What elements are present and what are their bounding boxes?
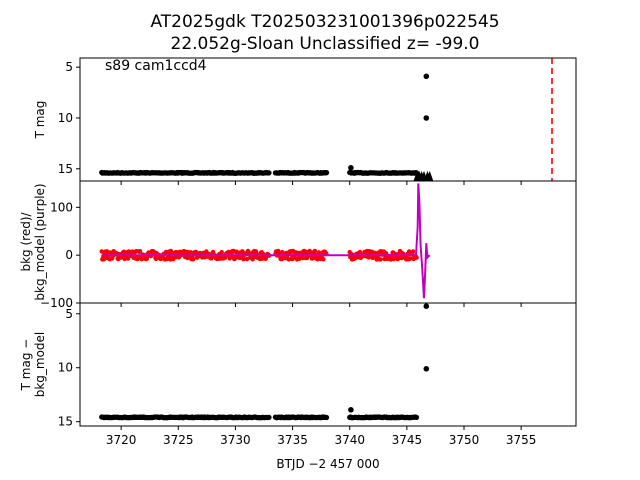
data-point [423, 303, 430, 310]
y-tick-label: 10 [58, 361, 73, 375]
bkg-point [414, 255, 419, 260]
bkg-model-line [101, 183, 431, 299]
data-point [348, 407, 354, 413]
panel-frame [79, 302, 577, 427]
x-tick-label: 3740 [334, 433, 365, 447]
bkg-point [321, 257, 326, 262]
chart-title-line1: AT2025gdk T202503231001396p022545 [150, 12, 499, 32]
y-tick-label: −100 [40, 296, 73, 310]
data-point [423, 73, 430, 80]
y-tick-label: 15 [58, 415, 73, 429]
plot-area [99, 303, 430, 421]
panel-frame [79, 57, 577, 182]
bkg-point [378, 257, 383, 262]
bkg-point [244, 256, 250, 262]
bkg-point [137, 249, 143, 254]
bkg-point [144, 256, 150, 261]
chart-title-line2: 22.052g-Sloan Unclassified z= -99.0 [171, 34, 480, 54]
data-point [423, 366, 430, 372]
data-point [266, 170, 272, 176]
x-tick-label: 3745 [392, 433, 423, 447]
y-tick-label: 100 [50, 200, 73, 214]
y-tick-label: 0 [65, 248, 73, 262]
data-point [324, 414, 330, 421]
bkg-point [241, 257, 246, 262]
y-axis-label: bkg (red)/bkg_model (purple) [19, 183, 47, 300]
data-point [266, 414, 272, 420]
x-tick-label: 3755 [506, 433, 537, 447]
data-point [423, 115, 430, 121]
data-point [324, 170, 330, 176]
y-tick-label: 10 [58, 111, 73, 125]
bkg-point [190, 257, 196, 262]
x-tick-label: 3720 [106, 433, 137, 447]
x-tick-label: 3725 [163, 433, 194, 447]
y-tick-label: 5 [65, 307, 73, 321]
bkg-point [408, 256, 413, 261]
panel-frame [79, 180, 577, 304]
y-tick-label: 5 [65, 60, 73, 74]
x-tick-label: 3735 [277, 433, 308, 447]
upper-limit-marker [426, 170, 434, 181]
bkg-point [312, 248, 318, 254]
y-axis-label-line: bkg_model [33, 332, 47, 398]
data-point [413, 414, 420, 420]
bkg-point [410, 249, 416, 254]
x-axis-label: BTJD −2 457 000 [276, 457, 379, 471]
y-axis-label: T mag [33, 101, 47, 140]
plot-area [99, 183, 431, 299]
data-point [348, 165, 354, 171]
y-axis-label: T mag −bkg_model [19, 332, 47, 398]
y-tick-label: 15 [58, 162, 73, 176]
panel-annotation: s89 cam1ccd4 [105, 58, 207, 74]
y-axis-label-line: T mag − [19, 339, 33, 392]
x-tick-label: 3750 [449, 433, 480, 447]
y-axis-label-line: bkg_model (purple) [33, 183, 47, 300]
x-tick-label: 3730 [220, 433, 251, 447]
y-axis-label-line: bkg (red)/ [19, 212, 33, 272]
bkg-point [219, 250, 224, 255]
panel-bottom: 5 10 15 3720 3725 3730 3735 3740 3745 3750 3755 T m… [19, 302, 577, 447]
plot-area [99, 58, 553, 181]
bkg-point [227, 256, 232, 261]
y-axis-label-line: T mag [33, 101, 47, 140]
panel-top: 5 10 15 T mag [33, 57, 577, 185]
